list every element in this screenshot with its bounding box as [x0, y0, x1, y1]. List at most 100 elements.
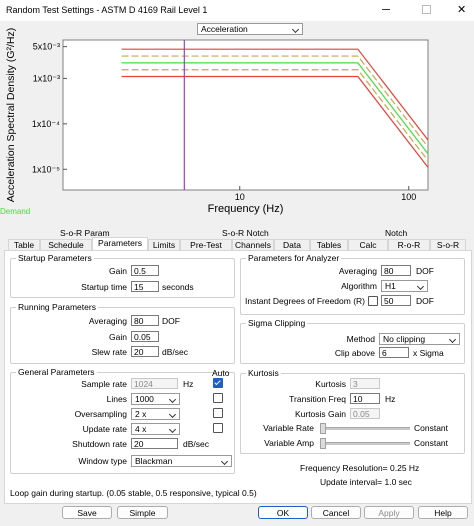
label: Update rate [82, 424, 127, 434]
text-input: 1024 [131, 378, 178, 389]
label: Window type [78, 456, 127, 466]
unit: DOF [416, 296, 434, 306]
tab[interactable]: Data [274, 239, 310, 250]
slider-thumb[interactable] [320, 423, 326, 434]
info-text: Frequency Resolution= 0.25 Hz [300, 463, 420, 473]
tab[interactable]: Calc [348, 239, 388, 250]
label: Startup time [81, 282, 127, 292]
text-input[interactable]: 20 [131, 438, 178, 449]
y-tick-label: 1x10⁻⁵ [32, 164, 60, 174]
text-input[interactable]: 6 [379, 347, 409, 358]
label: Averaging [88, 316, 127, 326]
group-box: General Parameters [10, 367, 235, 474]
label: Kurtosis [315, 379, 346, 389]
group-title: Running Parameters [16, 302, 98, 312]
label: Slew rate [91, 347, 127, 357]
checkbox[interactable] [213, 393, 223, 403]
tab[interactable]: S-o-R Param [60, 228, 110, 238]
unit: Hz [183, 379, 194, 389]
label: Transition Freq [289, 394, 346, 404]
unit: DOF [416, 266, 434, 276]
label: Clip above [334, 348, 375, 358]
title-bar [0, 0, 474, 21]
x-axis-title: Frequency (Hz) [208, 203, 284, 215]
tab[interactable]: Limits [148, 239, 180, 250]
group-title: Startup Parameters [16, 253, 94, 263]
label: Shutdown rate [72, 439, 127, 449]
tab[interactable]: Pre-Test [180, 239, 232, 250]
group-title: General Parameters [16, 367, 97, 377]
label: Method [346, 334, 375, 344]
label: Kurtosis Gain [294, 409, 346, 419]
label: Variable Rate [263, 423, 314, 433]
button[interactable]: Simple [117, 506, 168, 519]
tab[interactable]: Schedule [40, 239, 92, 250]
label: Instant Degrees of Freedom (R) [245, 296, 365, 306]
checkbox[interactable] [213, 378, 223, 388]
text-input[interactable]: 0.05 [131, 331, 159, 342]
checkbox[interactable] [368, 296, 378, 306]
tab[interactable]: R-o-R [388, 239, 430, 250]
text-input[interactable]: 0.5 [131, 265, 159, 276]
label: Averaging [338, 266, 377, 276]
tab[interactable]: Table [8, 239, 40, 250]
plot-area [62, 39, 429, 191]
slider-thumb[interactable] [320, 438, 326, 449]
label: Sample rate [81, 379, 127, 389]
button[interactable]: Save [62, 506, 112, 519]
dropdown[interactable]: H1 [381, 280, 428, 292]
y-tick-label: 1x10⁻⁴ [32, 119, 60, 129]
label: Gain [109, 266, 127, 276]
text-input: 0.05 [350, 408, 380, 419]
slider-value: Constant [414, 438, 449, 448]
text-input[interactable]: 50 [381, 295, 411, 306]
y-tick-label: 5x10⁻³ [33, 42, 60, 52]
unit: Hz [385, 394, 396, 404]
unit: x Sigma [413, 348, 444, 358]
dropdown[interactable]: 2 x [131, 408, 180, 420]
tab[interactable]: Tables [310, 239, 348, 250]
tab[interactable]: Channels [232, 239, 274, 250]
checkbox[interactable] [213, 423, 223, 433]
tab[interactable]: Notch [385, 228, 408, 238]
slider[interactable] [320, 438, 410, 449]
checkbox[interactable] [213, 408, 223, 418]
text-input[interactable]: 80 [131, 315, 159, 326]
info-text: Update interval= 1.0 sec [320, 477, 412, 487]
series-line [121, 62, 429, 155]
chart-selector[interactable]: Acceleration [197, 23, 303, 35]
text-input[interactable]: 10 [350, 393, 380, 404]
button-default[interactable]: OK [258, 506, 308, 519]
text-input[interactable]: 80 [381, 265, 411, 276]
x-tick-label: 100 [401, 192, 416, 202]
label: Lines [106, 394, 127, 404]
group-box: Startup Parameters [10, 253, 235, 298]
group-title: Sigma Clipping [246, 318, 308, 328]
dropdown[interactable]: 1000 [131, 393, 180, 405]
dropdown[interactable]: Blackman [131, 455, 232, 467]
tab[interactable]: S-o-R Notch [222, 228, 269, 238]
dropdown[interactable]: No clipping [379, 333, 460, 345]
button: Apply [364, 506, 414, 519]
button[interactable]: Cancel [311, 506, 361, 519]
text-input: 3 [350, 378, 380, 389]
slider[interactable] [320, 423, 410, 434]
unit: seconds [162, 282, 194, 292]
text-input[interactable]: 15 [131, 281, 159, 292]
unit: DOF [162, 316, 180, 326]
tab-active[interactable]: Parameters [92, 237, 148, 251]
group-box: Parameters for Analyzer [240, 253, 465, 315]
maximize-button[interactable] [422, 5, 431, 14]
dropdown[interactable]: 4 x [131, 423, 180, 435]
label: Oversampling [74, 409, 127, 419]
text-input[interactable]: 20 [131, 346, 159, 357]
window-title: Random Test Settings - ASTM D 4169 Rail … [6, 5, 208, 15]
close-button[interactable]: ✕ [457, 4, 467, 16]
label: Auto [212, 368, 230, 378]
tab[interactable]: S-o-R [430, 239, 466, 250]
tab-page [4, 250, 472, 504]
minimize-button[interactable] [382, 9, 390, 10]
button[interactable]: Help [418, 506, 468, 519]
group-box: Kurtosis [240, 368, 465, 454]
